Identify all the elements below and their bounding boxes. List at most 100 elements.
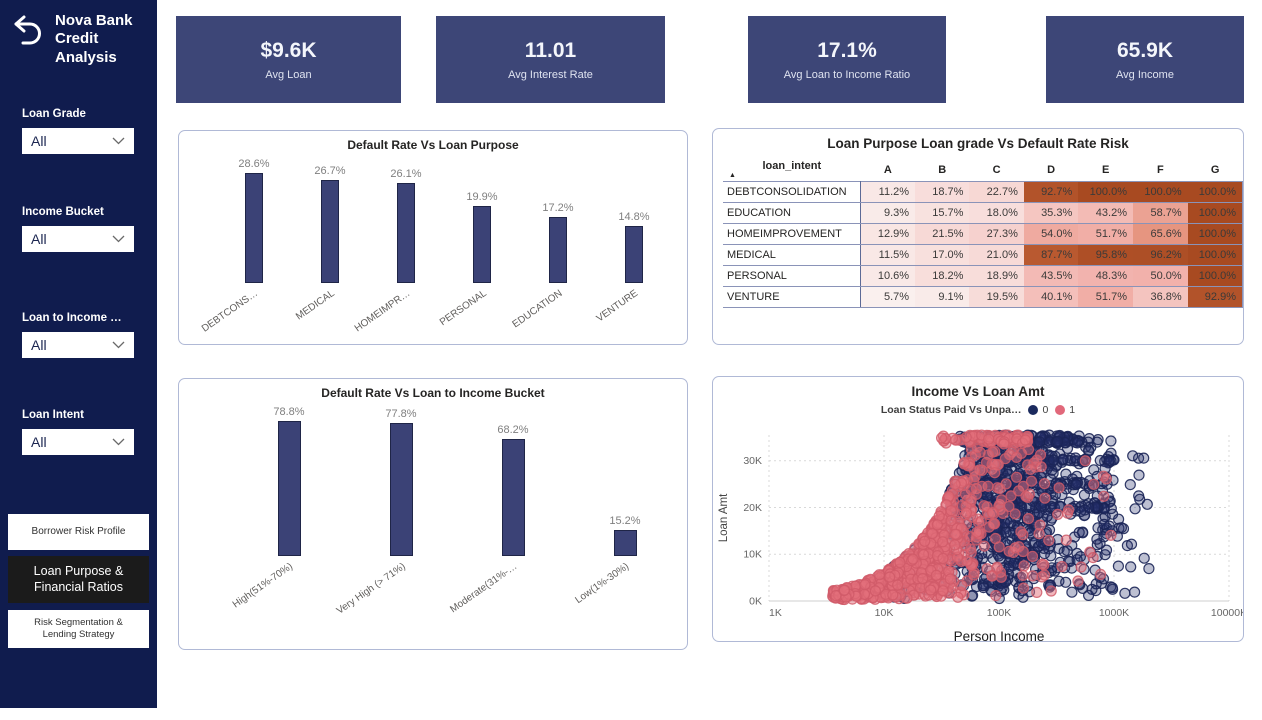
bar[interactable] [549,217,567,283]
svg-text:10K: 10K [875,607,894,619]
heat-cell[interactable]: 100.0% [1187,223,1243,245]
heat-cell[interactable]: 92.7% [1023,181,1079,203]
legend-dot-0[interactable] [1028,405,1039,415]
column-header-G[interactable]: G [1210,164,1220,176]
heat-cell[interactable]: 100.0% [1187,202,1243,224]
kpi-card-avg-income: 65.9K Avg Income [1046,16,1244,103]
default-rate-vs-income-bucket-panel: Default Rate Vs Loan to Income Bucket 78… [178,378,688,650]
bar[interactable] [245,173,263,283]
bar[interactable] [397,183,415,283]
heat-cell[interactable]: 58.7% [1132,202,1188,224]
heat-cell[interactable]: 21.0% [969,244,1024,266]
bar[interactable] [473,206,491,283]
heat-cell[interactable]: 96.2% [1132,244,1188,266]
heat-cell[interactable]: 11.2% [860,181,916,203]
kpi-value: 11.01 [524,38,577,62]
heat-cell[interactable]: 100.0% [1187,244,1243,266]
bar[interactable] [613,530,637,556]
row-label[interactable]: HOMEIMPROVEMENT [723,223,862,245]
row-label[interactable]: VENTURE [723,286,862,308]
category-label: DEBTCONS… [200,288,261,335]
filter-dropdown[interactable]: All [22,226,134,252]
scatter-title: Income Vs Loan Amt [911,384,1045,399]
legend-dot-1[interactable] [1055,405,1066,415]
svg-text:20K: 20K [743,502,762,514]
heat-cell[interactable]: 9.1% [915,286,970,308]
heat-cell[interactable]: 27.3% [969,223,1024,245]
sort-asc-icon[interactable]: ▲ [729,172,736,179]
heat-cell[interactable]: 100.0% [1187,181,1243,203]
heat-cell[interactable]: 5.7% [860,286,916,308]
nav-loan-purpose-financial-ratios[interactable]: Loan Purpose & Financial Ratios [8,556,149,603]
bar[interactable] [389,423,413,556]
nav-borrower-risk-profile[interactable]: Borrower Risk Profile [8,514,149,550]
category-label: MEDICAL [293,288,337,323]
heat-cell[interactable]: 87.7% [1023,244,1079,266]
filter-dropdown[interactable]: All [22,429,134,455]
legend-label-0[interactable]: 0 [1042,404,1049,416]
heat-cell[interactable]: 18.0% [969,202,1024,224]
row-label[interactable]: DEBTCONSOLIDATION [723,181,862,203]
kpi-label: Avg Loan [265,68,312,81]
heat-cell[interactable]: 22.7% [969,181,1024,203]
heat-cell[interactable]: 18.7% [915,181,970,203]
dropdown-value: All [31,231,47,247]
heat-cell[interactable]: 15.7% [915,202,970,224]
bar-value-label: 14.8% [618,211,650,223]
bar[interactable] [625,226,643,283]
income-vs-loan-scatter[interactable]: 1K 10K 100K 1000K 10000K 0K 10K 20K 30K Loan Amt P… [713,419,1243,643]
filter-dropdown[interactable]: All [22,128,134,154]
table-row: VENTURE 5.7% 9.1% 19.5% 40.1% 51.7% 36.8% 92.9% [723,286,1243,308]
filter-label: Income Bucket [22,206,104,218]
column-header-B[interactable]: B [938,164,947,176]
kpi-card-avg-loan: $9.6K Avg Loan [176,16,401,103]
heat-cell[interactable]: 35.3% [1023,202,1079,224]
heat-cell[interactable]: 43.2% [1078,202,1133,224]
heat-cell[interactable]: 65.6% [1132,223,1188,245]
bar[interactable] [501,439,525,556]
table-row: MEDICAL 11.5% 17.0% 21.0% 87.7% 95.8% 96.2% 100… [723,244,1243,266]
heat-cell[interactable]: 100.0% [1187,265,1243,287]
nav-risk-segmentation-lending-strategy[interactable]: Risk Segmentation & Lending Strategy [8,610,149,648]
bar-value-label: 17.2% [542,202,574,214]
bar[interactable] [321,180,339,283]
heat-cell[interactable]: 43.5% [1023,265,1079,287]
column-header-E[interactable]: E [1101,164,1110,176]
heat-cell[interactable]: 18.2% [915,265,970,287]
row-label[interactable]: MEDICAL [723,244,862,266]
heat-cell[interactable]: 17.0% [915,244,970,266]
category-label: High(51%-70%) [231,561,296,611]
heat-cell[interactable]: 54.0% [1023,223,1079,245]
heat-cell[interactable]: 36.8% [1132,286,1188,308]
heat-cell[interactable]: 100.0% [1132,181,1188,203]
row-label[interactable]: EDUCATION [723,202,862,224]
heat-cell[interactable]: 12.9% [860,223,916,245]
bar[interactable] [277,421,301,556]
back-icon[interactable] [10,12,46,48]
heat-cell[interactable]: 11.5% [860,244,916,266]
heat-cell[interactable]: 50.0% [1132,265,1188,287]
heat-cell[interactable]: 48.3% [1078,265,1133,287]
row-label[interactable]: PERSONAL [723,265,862,287]
heat-cell[interactable]: 40.1% [1023,286,1079,308]
column-header-F[interactable]: F [1156,164,1164,176]
heat-cell[interactable]: 100.0% [1078,181,1133,203]
heat-cell[interactable]: 92.9% [1187,286,1243,308]
column-header-A[interactable]: A [883,164,892,176]
heat-cell[interactable]: 51.7% [1078,286,1133,308]
column-header-D[interactable]: D [1047,164,1056,176]
heat-cell[interactable]: 19.5% [969,286,1024,308]
legend-label-1[interactable]: 1 [1069,404,1076,416]
row-header[interactable]: loan_intent ▲ [723,157,861,182]
heat-cell[interactable]: 9.3% [860,202,916,224]
heat-cell[interactable]: 21.5% [915,223,970,245]
svg-text:1K: 1K [769,607,782,619]
heat-cell[interactable]: 95.8% [1078,244,1133,266]
column-header-C[interactable]: C [992,164,1001,176]
series-1-points[interactable] [827,429,1117,606]
heat-cell[interactable]: 51.7% [1078,223,1133,245]
kpi-value: $9.6K [260,38,317,62]
filter-dropdown[interactable]: All [22,332,134,358]
heat-cell[interactable]: 10.6% [860,265,916,287]
heat-cell[interactable]: 18.9% [969,265,1024,287]
